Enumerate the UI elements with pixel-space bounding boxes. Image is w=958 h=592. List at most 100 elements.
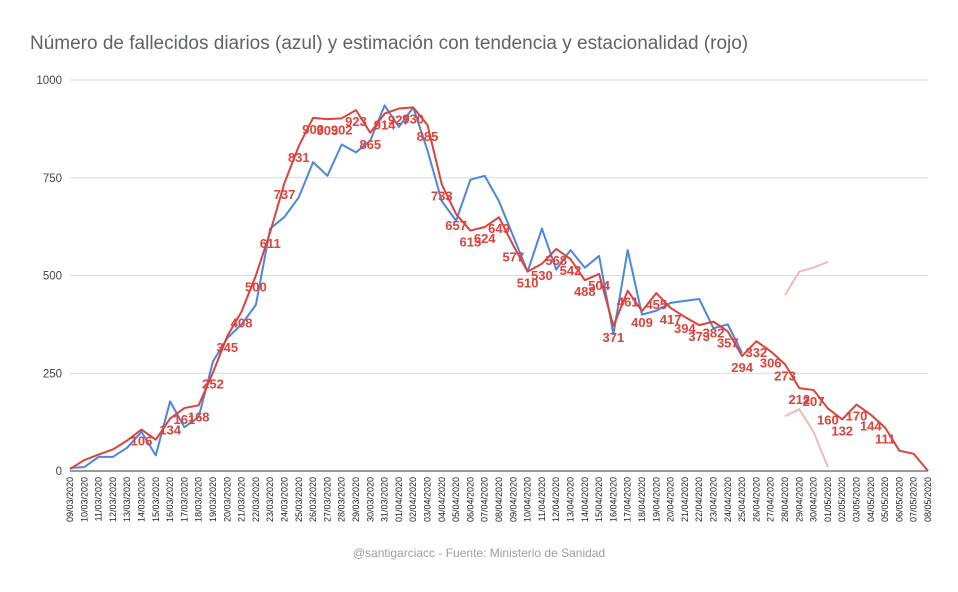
data-label: 611 [260, 236, 281, 251]
x-tick-label: 18/04/2020 [637, 477, 647, 522]
data-label: 332 [746, 345, 768, 360]
data-label: 373 [688, 329, 710, 344]
data-label: 488 [574, 284, 596, 299]
data-label: 212 [788, 392, 810, 407]
data-label: 885 [417, 129, 439, 144]
x-tick-label: 04/04/2020 [437, 477, 447, 522]
x-tick-label: 03/05/2020 [852, 477, 862, 522]
x-tick-label: 09/04/2020 [508, 477, 518, 522]
y-tick-label: 750 [43, 173, 62, 185]
data-label: 902 [331, 122, 353, 137]
x-tick-label: 11/04/2020 [537, 477, 547, 521]
data-label: 382 [703, 326, 725, 341]
data-label: 394 [674, 321, 696, 336]
grid-lines [70, 79, 928, 472]
x-tick-label: 14/04/2020 [580, 477, 590, 522]
x-tick-label: 30/03/2020 [365, 477, 375, 522]
data-label: 455 [645, 297, 667, 312]
x-tick-label: 02/05/2020 [837, 477, 847, 522]
y-axis-ticks: 0 250 500 750 1000 [36, 75, 62, 478]
x-tick-label: 13/04/2020 [566, 477, 576, 522]
data-label: 461 [617, 295, 639, 310]
data-label: 865 [359, 137, 381, 152]
data-label: 737 [274, 187, 296, 202]
x-tick-label: 16/03/2020 [165, 477, 175, 522]
x-tick-label: 18/03/2020 [194, 477, 204, 522]
data-label: 408 [231, 315, 253, 330]
x-tick-label: 12/04/2020 [551, 477, 561, 522]
data-label: 500 [245, 280, 267, 295]
x-tick-label: 28/04/2020 [780, 477, 790, 522]
observed-deaths-line [69, 104, 743, 469]
x-tick-label: 21/03/2020 [237, 477, 247, 522]
x-tick-label: 25/04/2020 [737, 477, 747, 522]
chart-footer: @santigarciacc - Fuente: Ministerio de S… [352, 546, 606, 560]
x-tick-label: 07/05/2020 [909, 477, 919, 522]
x-tick-label: 08/05/2020 [923, 477, 933, 522]
x-tick-label: 30/04/2020 [809, 477, 819, 522]
x-tick-label: 19/04/2020 [651, 477, 661, 522]
data-label: 132 [831, 423, 853, 438]
data-label: 923 [345, 114, 367, 129]
data-label: 306 [760, 355, 782, 370]
x-tick-label: 24/03/2020 [280, 477, 290, 522]
x-tick-label: 25/03/2020 [294, 477, 304, 522]
x-tick-label: 07/04/2020 [480, 477, 490, 522]
upper-interval-line [784, 260, 829, 296]
series-lines [69, 104, 929, 472]
data-label: 927 [388, 113, 410, 128]
x-tick-label: 10/03/2020 [79, 477, 89, 522]
data-label: 649 [488, 221, 510, 236]
interval-lines [784, 260, 829, 468]
data-label: 345 [216, 340, 238, 355]
x-tick-label: 05/04/2020 [451, 477, 461, 522]
x-tick-label: 22/04/2020 [694, 477, 704, 522]
x-tick-label: 16/04/2020 [608, 477, 618, 522]
data-label: 624 [474, 231, 496, 246]
x-tick-label: 15/03/2020 [151, 477, 161, 522]
data-label: 930 [402, 111, 424, 126]
data-label: 170 [846, 409, 868, 424]
data-label: 357 [717, 335, 739, 350]
x-tick-label: 31/03/2020 [380, 477, 390, 522]
y-tick-label: 500 [43, 271, 62, 283]
data-label: 168 [188, 409, 210, 424]
data-label: 371 [603, 330, 625, 345]
data-label: 903 [302, 122, 324, 137]
estimate-line [69, 106, 929, 472]
x-tick-label: 13/03/2020 [122, 477, 132, 522]
data-label: 409 [631, 315, 653, 330]
x-tick-label: 02/04/2020 [408, 477, 418, 522]
data-label: 207 [803, 394, 825, 409]
data-label: 914 [374, 118, 396, 133]
x-tick-label: 26/04/2020 [751, 477, 761, 522]
y-tick-label: 0 [56, 466, 62, 478]
x-tick-label: 21/04/2020 [680, 477, 690, 522]
x-tick-label: 03/04/2020 [423, 477, 433, 522]
data-label: 144 [860, 419, 882, 434]
x-tick-label: 29/03/2020 [351, 477, 361, 522]
x-tick-label: 26/03/2020 [308, 477, 318, 522]
data-label: 831 [288, 150, 310, 165]
x-tick-label: 27/04/2020 [766, 477, 776, 522]
x-tick-label: 23/04/2020 [709, 477, 719, 522]
x-tick-label: 17/03/2020 [179, 477, 189, 522]
x-tick-label: 12/03/2020 [108, 477, 118, 522]
x-tick-label: 15/04/2020 [594, 477, 604, 522]
data-label: 903 [317, 123, 339, 138]
x-tick-label: 19/03/2020 [208, 477, 218, 522]
x-tick-label: 10/04/2020 [523, 477, 533, 522]
data-label: 417 [660, 312, 682, 327]
data-label: 615 [460, 235, 482, 250]
x-tick-label: 04/05/2020 [866, 477, 876, 522]
x-tick-label: 29/04/2020 [794, 477, 804, 522]
x-tick-label: 27/03/2020 [322, 477, 332, 522]
x-tick-label: 20/03/2020 [222, 477, 232, 522]
x-tick-label: 17/04/2020 [623, 477, 633, 522]
y-tick-label: 1000 [36, 75, 62, 87]
x-tick-label: 08/04/2020 [494, 477, 504, 522]
x-tick-label: 05/05/2020 [880, 477, 890, 522]
x-tick-label: 01/05/2020 [823, 477, 833, 522]
data-label: 733 [431, 188, 453, 203]
